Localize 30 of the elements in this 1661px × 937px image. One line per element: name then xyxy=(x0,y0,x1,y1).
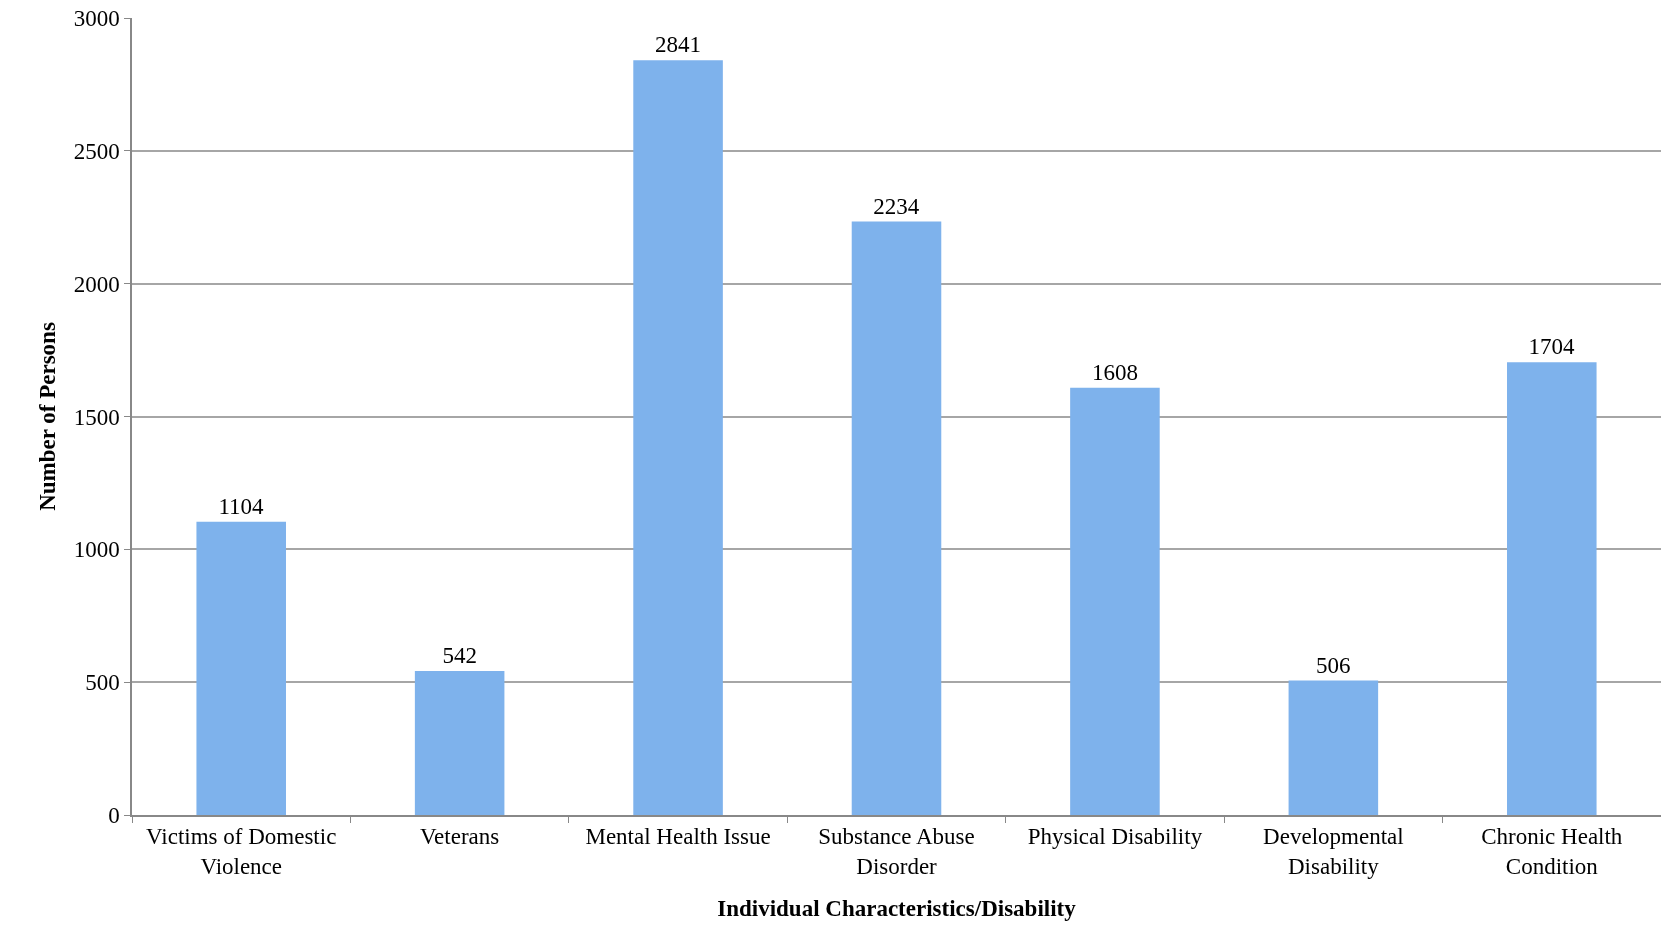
x-tick-label: Veterans xyxy=(420,824,500,850)
y-tick-label: 1000 xyxy=(73,537,120,563)
bar xyxy=(851,221,942,815)
y-tick-label: 2500 xyxy=(73,138,120,164)
data-label: 1704 xyxy=(1528,334,1576,360)
y-axis-title: Number of Persons xyxy=(34,322,60,511)
bar xyxy=(1070,387,1160,815)
x-tick-label: Developmental Disability xyxy=(1263,824,1404,880)
x-tick-label: Mental Health Issue xyxy=(585,824,771,850)
y-tick-label: 3000 xyxy=(73,6,120,32)
data-label: 1608 xyxy=(1091,359,1138,385)
bar xyxy=(196,521,286,815)
bar xyxy=(1507,362,1597,815)
y-tick-label: 2000 xyxy=(73,271,120,297)
data-label: 2234 xyxy=(873,193,920,219)
x-tick-label: Substance Abuse Disorder xyxy=(818,824,975,880)
x-tick-label: Victims of Domestic Violence xyxy=(146,824,337,880)
y-tick-label: 1500 xyxy=(73,404,120,430)
y-tick-label: 500 xyxy=(85,670,120,696)
bar xyxy=(1288,680,1379,815)
x-tick-label: Physical Disability xyxy=(1027,824,1203,850)
data-label: 542 xyxy=(442,643,477,669)
data-label: 1104 xyxy=(218,493,265,519)
y-tick-label: 0 xyxy=(108,803,120,829)
x-axis-title: Individual Characteristics/Disability xyxy=(717,896,1077,922)
data-label: 2841 xyxy=(655,32,702,58)
x-tick-label: Chronic Health Condition xyxy=(1481,824,1623,880)
bar xyxy=(414,671,505,815)
bar xyxy=(633,60,723,815)
data-label: 506 xyxy=(1316,652,1351,678)
